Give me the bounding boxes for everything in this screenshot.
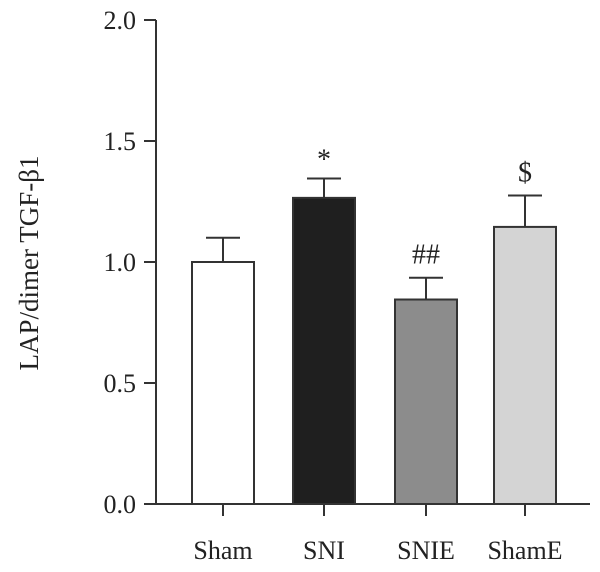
y-tick-label: 0.0: [104, 490, 137, 519]
y-tick-label: 2.0: [104, 6, 137, 35]
x-tick-label: SNI: [303, 536, 345, 565]
significance-label: $: [518, 157, 532, 188]
labels: 0.0 0.5 1.0 1.5 2.0 Sham SNI * SNIE ## ShamE $: [104, 6, 563, 565]
x-tick-label: Sham: [193, 536, 252, 565]
y-axis-label: LAP/dimer TGF-β1: [14, 156, 44, 371]
x-tick-label: SNIE: [397, 536, 455, 565]
y-tick-label: 1.0: [104, 248, 137, 277]
significance-label: *: [317, 145, 331, 176]
bar-sham: [191, 261, 255, 505]
x-tick-label: ShamE: [487, 536, 562, 565]
bar-shame: [493, 225, 557, 505]
bar-sni: [292, 196, 356, 505]
bar-snie: [394, 298, 458, 506]
significance-label: ##: [412, 240, 440, 271]
y-tick-label: 1.5: [104, 127, 137, 156]
y-tick-label: 0.5: [104, 369, 137, 398]
bars: [191, 177, 557, 506]
